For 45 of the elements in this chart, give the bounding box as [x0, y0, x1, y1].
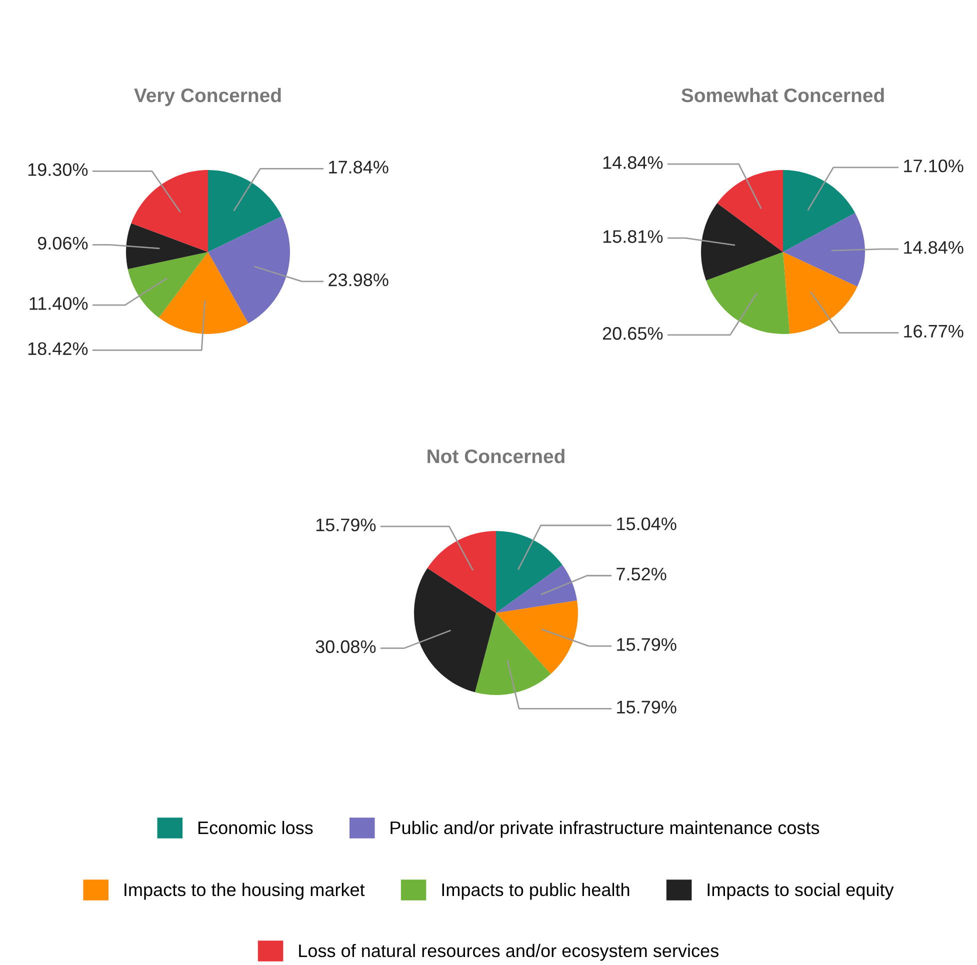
data-label: 7.52% [616, 568, 666, 580]
legend-label: Economic loss [198, 820, 313, 834]
pie-slice [701, 203, 783, 280]
data-label: 20.65% [602, 327, 663, 340]
data-label: 16.77% [904, 324, 964, 338]
legend-label: Loss of natural resources and/or ecosystem services [299, 944, 718, 961]
pie-slice [208, 170, 282, 252]
data-label: 9.06% [38, 236, 88, 250]
data-label: 15.81% [603, 230, 663, 243]
legend-label: Impacts to social equity [708, 882, 894, 900]
legend-label: Impacts to public health [442, 882, 630, 900]
pie-slice [783, 212, 865, 287]
pie-slice [496, 600, 578, 674]
pie-slice [717, 170, 783, 252]
data-label: 11.40% [30, 297, 88, 310]
pie-slice [128, 252, 208, 318]
data-label: 14.84% [603, 156, 663, 169]
pie-slice [474, 613, 551, 695]
pie-slice [158, 252, 248, 334]
chart-title: Not Concerned [428, 448, 564, 464]
pie-slice [783, 170, 856, 252]
data-label: 15.79% [617, 700, 676, 714]
pie-slice [496, 531, 562, 613]
chart-title: Somewhat Concerned [681, 88, 884, 102]
data-label: 15.04% [617, 517, 676, 530]
data-label: 14.84% [904, 241, 964, 254]
pie-slice [496, 564, 578, 613]
data-label: 15.79% [617, 638, 676, 651]
pie-slice [783, 252, 858, 334]
data-label: 15.79% [316, 518, 376, 532]
data-label: 17.10% [904, 160, 964, 172]
data-label: 23.98% [328, 273, 388, 286]
data-label: 18.42% [28, 342, 88, 356]
pie-slice [427, 531, 496, 613]
pie-slice [208, 216, 290, 324]
legend-label: Public and/or private infrastructure maintenance costs [390, 820, 820, 838]
legend-label: Impacts to the housing market [124, 882, 365, 900]
data-label: 17.84% [329, 160, 388, 174]
pie-slice [126, 223, 208, 270]
chart-title: Very Concerned [134, 88, 281, 106]
data-label: 30.08% [316, 640, 376, 654]
data-label: 19.30% [28, 163, 88, 176]
pie-slice [414, 568, 496, 692]
pie-slice [131, 170, 208, 252]
pie-slice [706, 252, 790, 334]
